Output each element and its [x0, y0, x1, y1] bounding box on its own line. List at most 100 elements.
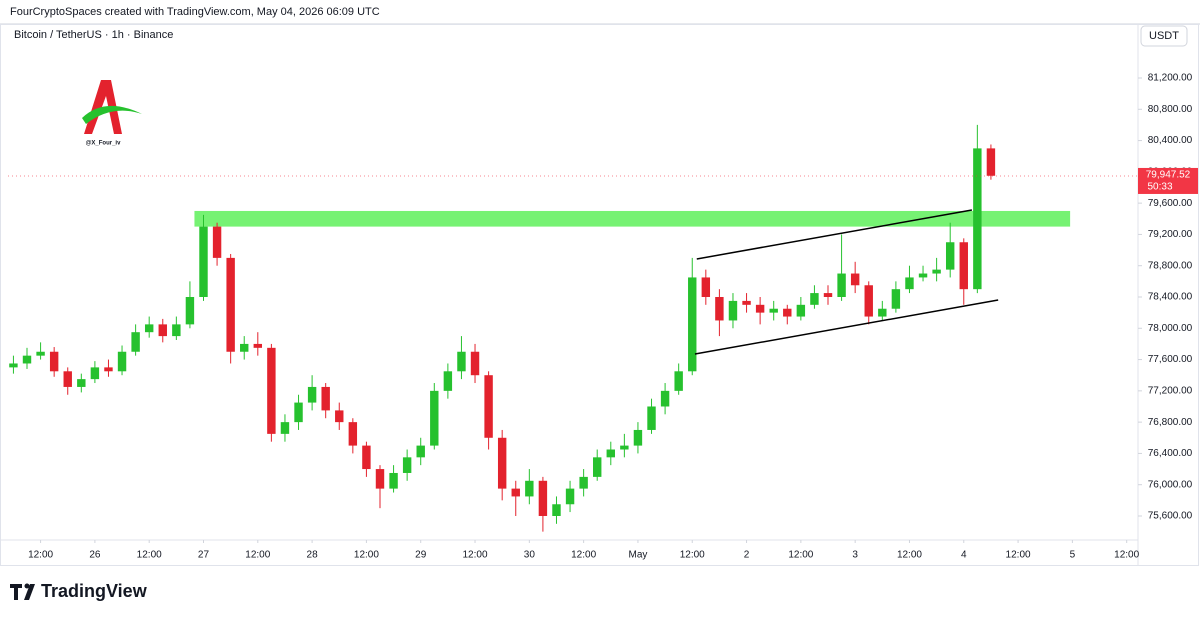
logo-handle: @X_Four_iv — [86, 141, 122, 147]
candle-body — [864, 285, 873, 317]
candle-body — [660, 390, 670, 407]
candle-body — [620, 445, 629, 450]
candle-body — [810, 293, 819, 305]
currency-button[interactable] — [1140, 25, 1188, 47]
candle-body — [294, 402, 303, 423]
candle-body — [905, 277, 914, 290]
candle-body — [348, 422, 358, 446]
candle-body — [728, 300, 738, 321]
candle-body — [647, 406, 656, 430]
y-tick-label: 81,200.00 — [1148, 73, 1193, 84]
y-tick-label: 79,600.00 — [1148, 198, 1193, 209]
candle-body — [593, 457, 602, 477]
x-tick-label: 12:00 — [1114, 550, 1139, 561]
logo: @X_Four_iv — [82, 80, 142, 147]
candle-body — [715, 296, 724, 321]
y-tick-label: 80,800.00 — [1148, 104, 1193, 115]
y-tick-label: 80,400.00 — [1148, 135, 1193, 146]
candle-body — [172, 324, 181, 337]
candle-body — [158, 324, 167, 337]
x-tick-label: 12:00 — [571, 550, 596, 561]
y-tick-label: 78,000.00 — [1148, 323, 1193, 334]
footer-logo-mark — [10, 584, 22, 600]
chart-frame — [0, 24, 1199, 566]
candle-body — [131, 332, 140, 352]
candle-body — [525, 480, 534, 497]
candle-body — [837, 273, 846, 297]
attribution: FourCryptoSpaces created with TradingVie… — [10, 6, 380, 18]
y-tick-label: 77,200.00 — [1148, 385, 1193, 396]
y-tick-label: 78,400.00 — [1148, 292, 1193, 303]
candle-body — [280, 422, 290, 434]
x-tick-label: 12:00 — [354, 550, 379, 561]
candle-body — [552, 504, 561, 516]
candle-body — [117, 351, 127, 372]
candle-body — [402, 457, 412, 473]
last-price-box — [1138, 167, 1198, 194]
y-tick-label: 76,800.00 — [1148, 417, 1193, 428]
x-tick-label: 12:00 — [680, 550, 705, 561]
countdown-label: 50:33 — [1147, 182, 1172, 193]
candle-body — [199, 226, 208, 297]
candle-body — [470, 351, 480, 376]
candle-body — [49, 351, 59, 372]
candle-body — [253, 343, 263, 348]
footer-logo-dot — [24, 583, 30, 589]
candle-body — [90, 367, 100, 380]
x-tick-label: 12:00 — [28, 550, 53, 561]
x-tick-label: 2 — [744, 550, 750, 561]
y-tick-label: 76,400.00 — [1148, 448, 1193, 459]
candle-body — [335, 410, 344, 423]
candle-body — [945, 242, 955, 270]
candle-body — [742, 300, 751, 305]
candle-body — [823, 293, 833, 297]
candle-body — [701, 277, 711, 297]
candle-body — [63, 371, 72, 387]
last-price-label: 79,947.52 — [1146, 170, 1191, 181]
x-tick-label: 29 — [415, 550, 427, 561]
candle-body — [240, 343, 249, 352]
trendline — [696, 209, 973, 260]
symbol-title: Bitcoin / TetherUS · 1h · Binance — [14, 29, 173, 41]
candle-body — [9, 363, 18, 368]
candle-body — [688, 277, 697, 372]
candle-body — [606, 449, 615, 458]
candle-body — [959, 242, 968, 290]
candle-body — [878, 308, 887, 317]
x-tick-label: 12:00 — [1006, 550, 1031, 561]
x-tick-label: 12:00 — [463, 550, 488, 561]
y-tick-label: 76,000.00 — [1148, 479, 1193, 490]
x-tick-label: 30 — [524, 550, 536, 561]
candle-body — [918, 273, 928, 278]
candle-body — [430, 390, 439, 446]
candle-body — [932, 269, 941, 274]
x-tick-label: 5 — [1070, 550, 1076, 561]
candle-body — [633, 429, 643, 446]
x-tick-label: 12:00 — [245, 550, 270, 561]
candle-body — [267, 347, 276, 434]
logo-swoosh — [82, 105, 142, 124]
x-tick-label: May — [628, 550, 647, 561]
candle-body — [891, 289, 901, 309]
candle-body — [443, 371, 453, 391]
candle-body — [226, 257, 235, 352]
x-tick-label: 4 — [961, 550, 967, 561]
trendline — [694, 299, 999, 355]
candle-body — [511, 488, 520, 497]
candle-body — [565, 488, 575, 505]
candle-body — [362, 445, 371, 470]
x-tick-label: 3 — [852, 550, 858, 561]
logo-letter — [84, 80, 122, 134]
currency-label[interactable]: USDT — [1149, 30, 1179, 42]
plot-area — [8, 124, 1138, 532]
footer-brand: TradingView — [41, 581, 148, 601]
candle-body — [416, 445, 425, 458]
candle-body — [796, 304, 806, 317]
y-tick-label: 77,600.00 — [1148, 354, 1193, 365]
candle-body — [36, 351, 45, 356]
candle-body — [104, 367, 113, 372]
x-tick-label: 12:00 — [897, 550, 922, 561]
candle-body — [457, 351, 466, 372]
candle-body — [579, 476, 588, 489]
